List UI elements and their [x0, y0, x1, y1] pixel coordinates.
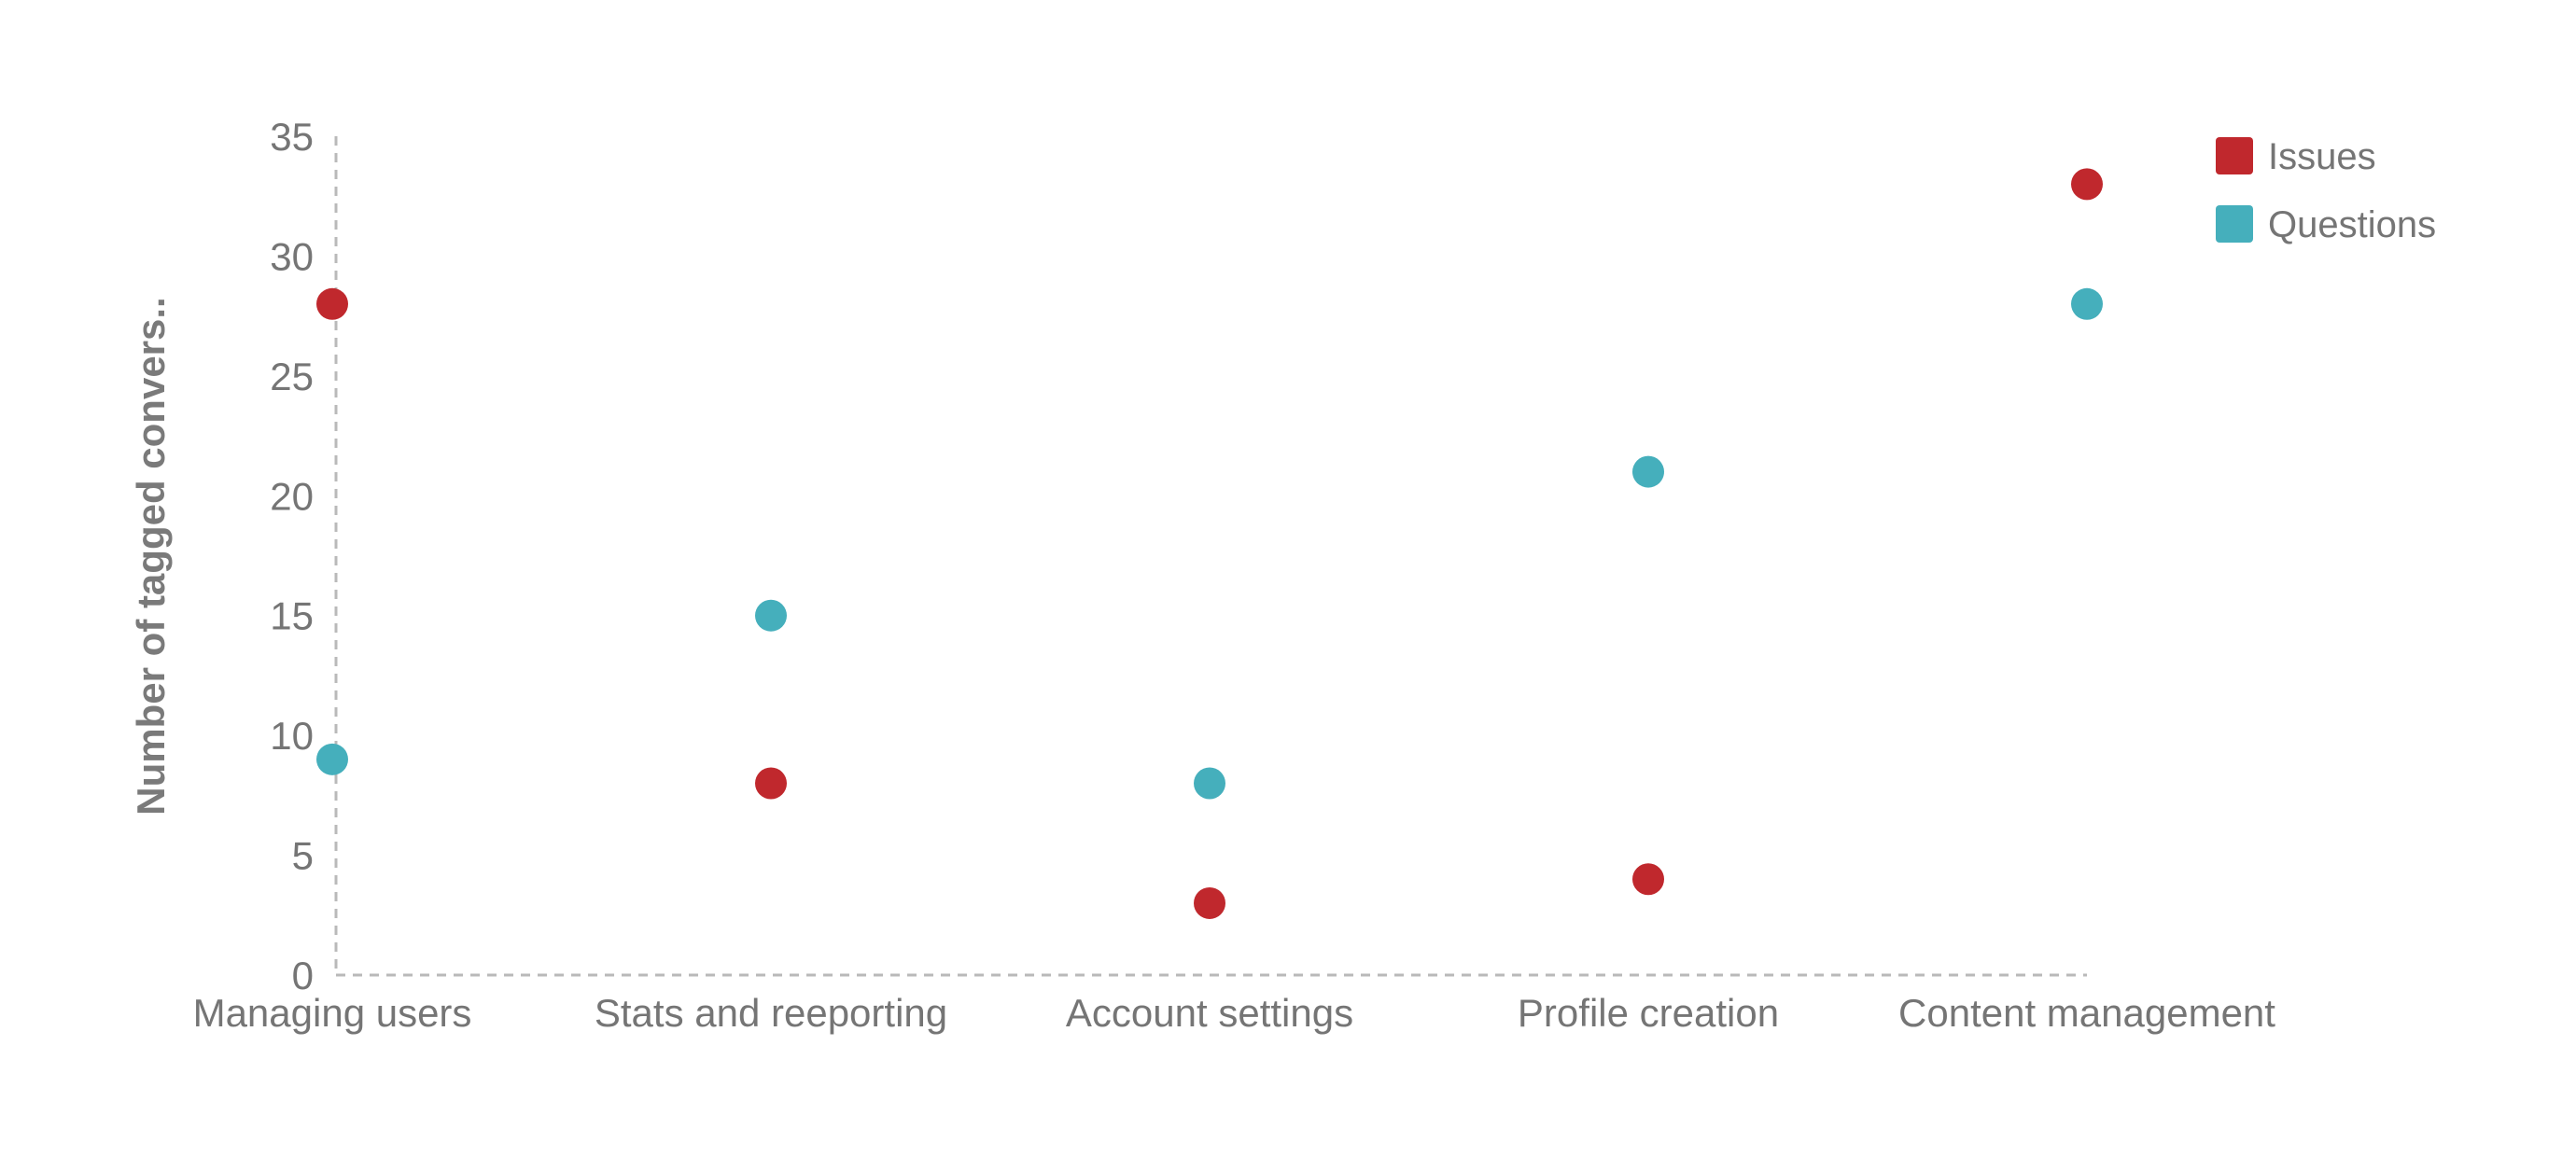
data-point-issues: [1194, 886, 1225, 919]
legend: Issues Questions: [2216, 136, 2436, 245]
x-tick-label: Content management: [1898, 991, 2275, 1035]
y-tick-label: 10: [270, 714, 314, 758]
y-tick-label: 30: [270, 234, 314, 278]
data-point-issues: [1632, 863, 1664, 896]
x-tick-label: Managing users: [193, 991, 472, 1035]
data-point-questions: [755, 599, 787, 632]
legend-label: Issues: [2268, 136, 2376, 177]
x-tick-label: Stats and reeporting: [595, 991, 947, 1035]
y-tick-label: 25: [270, 355, 314, 398]
data-point-issues: [2071, 168, 2103, 201]
data-point-issues: [755, 767, 787, 800]
data-point-questions: [1194, 767, 1225, 800]
data-points: [316, 168, 2103, 919]
legend-swatch: [2216, 205, 2253, 243]
y-tick-label: 5: [292, 834, 314, 878]
y-axis-title: Number of tagged convers..: [129, 297, 173, 815]
y-axis-ticks: 0 5 10 15 20 25 30 35: [270, 115, 314, 997]
data-point-questions: [1632, 455, 1664, 488]
data-point-questions: [316, 743, 348, 775]
y-tick-label: 35: [270, 115, 314, 159]
data-point-questions: [2071, 287, 2103, 320]
x-tick-label: Account settings: [1066, 991, 1353, 1035]
x-tick-label: Profile creation: [1518, 991, 1779, 1035]
y-tick-label: 20: [270, 474, 314, 518]
x-axis-ticks: Managing users Stats and reeporting Accoun…: [193, 991, 2276, 1035]
y-tick-label: 15: [270, 594, 314, 638]
y-tick-label: 0: [292, 954, 314, 997]
data-point-issues: [316, 287, 348, 320]
legend-swatch: [2216, 137, 2253, 174]
legend-label: Questions: [2268, 204, 2436, 245]
